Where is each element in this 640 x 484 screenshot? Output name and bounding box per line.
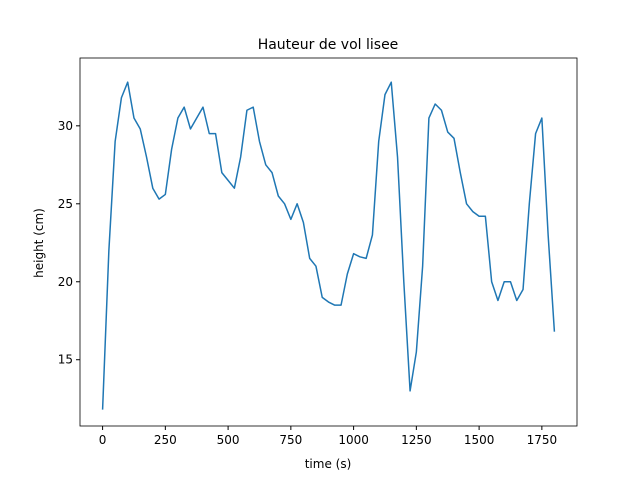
y-tick-label: 25 xyxy=(58,197,73,211)
y-tick-label: 15 xyxy=(58,353,73,367)
x-tick-label: 250 xyxy=(154,433,177,447)
chart-title: Hauteur de vol lisee xyxy=(258,37,399,53)
x-tick-label: 500 xyxy=(217,433,240,447)
plot-frame xyxy=(79,57,578,427)
x-tick-label: 0 xyxy=(99,433,107,447)
x-axis-label: time (s) xyxy=(305,457,352,471)
y-axis-label: height (cm) xyxy=(32,208,46,278)
y-tick-label: 30 xyxy=(58,119,73,133)
y-tick-label: 20 xyxy=(58,275,73,289)
line-series xyxy=(101,81,556,410)
x-tick-label: 1500 xyxy=(464,433,495,447)
x-tick-label: 1250 xyxy=(401,433,432,447)
x-tick-label: 1750 xyxy=(527,433,558,447)
x-tick-label: 1000 xyxy=(338,433,369,447)
x-tick-label: 750 xyxy=(279,433,302,447)
